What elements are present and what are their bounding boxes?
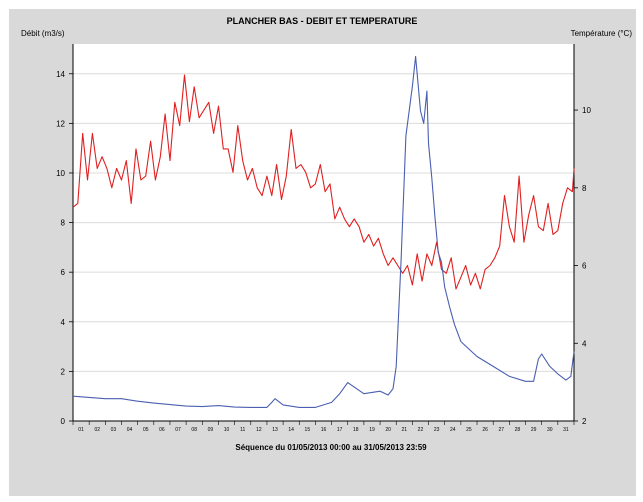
x-tick-label: 11 (240, 427, 245, 433)
x-tick-label: 15 (305, 427, 311, 433)
x-tick-label: 08 (191, 427, 197, 433)
x-tick-label: 16 (321, 427, 327, 433)
right-axis-label: Température (°C) (571, 29, 633, 38)
x-tick-label: 10 (224, 427, 230, 433)
left-tick-label: 4 (61, 318, 66, 327)
x-tick-label: 21 (402, 427, 408, 433)
x-tick-label: 05 (143, 427, 149, 433)
left-axis-ticks: 0 2 4 6 8 10 12 14 (56, 44, 74, 426)
right-tick-label: 10 (582, 106, 591, 115)
x-tick-label: 25 (466, 427, 472, 433)
x-tick-label: 01 (78, 427, 84, 433)
x-tick-label: 02 (94, 427, 100, 433)
x-tick-label: 28 (515, 427, 521, 433)
x-tick-label: 20 (385, 427, 391, 433)
x-tick-label: 31 (563, 427, 569, 433)
temperature-series-line (72, 74, 575, 290)
x-axis-ticks: 01 02 03 04 05 06 07 08 09 10 11 12 13 14 15 16 17 18 19 20… (72, 420, 575, 433)
x-tick-label: 12 (256, 427, 262, 433)
x-tick-label: 29 (531, 427, 537, 433)
flow-series-line (72, 55, 575, 408)
x-tick-label: 19 (369, 427, 375, 433)
left-tick-label: 14 (56, 70, 65, 79)
x-tick-label: 14 (288, 427, 294, 433)
right-tick-label: 4 (582, 339, 587, 348)
sequence-caption: Séquence du 01/05/2013 00:00 au 31/05/20… (235, 443, 427, 452)
x-tick-label: 22 (418, 427, 424, 433)
series-lines (72, 55, 575, 408)
right-tick-label: 6 (582, 262, 587, 271)
left-tick-label: 12 (56, 119, 65, 128)
x-tick-label: 30 (547, 427, 553, 433)
left-tick-label: 8 (61, 219, 66, 228)
left-tick-label: 10 (56, 169, 65, 178)
plot-area (73, 44, 574, 421)
x-tick-label: 26 (482, 427, 488, 433)
x-tick-label: 06 (159, 427, 165, 433)
x-tick-label: 27 (498, 427, 504, 433)
x-tick-label: 24 (450, 427, 456, 433)
left-tick-label: 6 (61, 268, 66, 277)
x-tick-label: 09 (208, 427, 214, 433)
chart-window: PLANCHER BAS - DEBIT ET TEMPERATURE Débi… (9, 9, 636, 496)
x-tick-label: 13 (272, 427, 278, 433)
x-tick-label: 23 (434, 427, 440, 433)
chart-svg: PLANCHER BAS - DEBIT ET TEMPERATURE Débi… (21, 16, 633, 452)
x-tick-label: 07 (175, 427, 181, 433)
x-tick-label: 04 (127, 427, 133, 433)
chart-title: PLANCHER BAS - DEBIT ET TEMPERATURE (227, 16, 418, 26)
right-tick-label: 8 (582, 184, 587, 193)
left-tick-label: 0 (61, 417, 66, 426)
left-axis-label: Débit (m3/s) (21, 29, 65, 38)
right-axis-ticks: 2 4 6 8 10 (573, 44, 591, 426)
x-tick-label: 03 (111, 427, 117, 433)
x-tick-label: 17 (337, 427, 343, 433)
x-tick-label: 18 (353, 427, 359, 433)
right-tick-label: 2 (582, 417, 587, 426)
left-tick-label: 2 (61, 367, 66, 376)
